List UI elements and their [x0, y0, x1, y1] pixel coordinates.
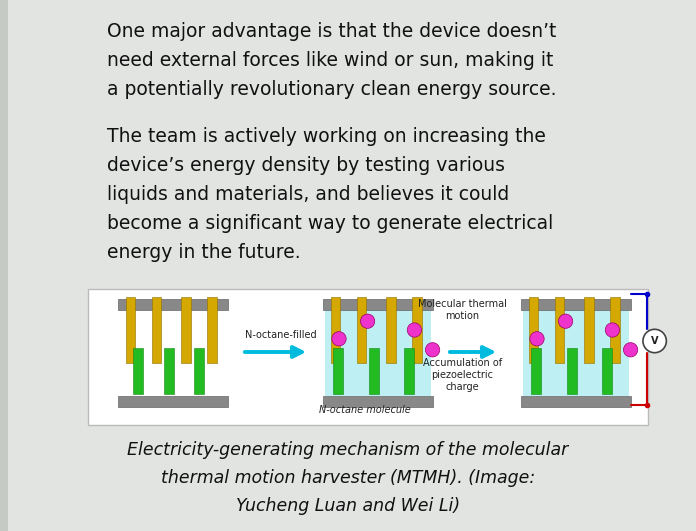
FancyBboxPatch shape [118, 299, 228, 310]
Text: Molecular thermal
motion: Molecular thermal motion [418, 299, 507, 321]
Circle shape [332, 332, 346, 346]
FancyBboxPatch shape [585, 297, 594, 363]
Text: One major advantage is that the device doesn’t: One major advantage is that the device d… [107, 22, 556, 41]
FancyBboxPatch shape [125, 297, 134, 363]
Text: energy in the future.: energy in the future. [107, 243, 301, 262]
Circle shape [558, 314, 573, 328]
FancyBboxPatch shape [413, 297, 422, 363]
Text: become a significant way to generate electrical: become a significant way to generate ele… [107, 214, 553, 233]
FancyBboxPatch shape [164, 348, 174, 394]
Text: V: V [651, 336, 658, 346]
FancyBboxPatch shape [610, 297, 619, 363]
FancyBboxPatch shape [356, 297, 365, 363]
FancyBboxPatch shape [133, 348, 143, 394]
FancyBboxPatch shape [88, 289, 648, 425]
Text: device’s energy density by testing various: device’s energy density by testing vario… [107, 156, 505, 175]
FancyBboxPatch shape [528, 297, 537, 363]
FancyBboxPatch shape [152, 297, 161, 363]
FancyBboxPatch shape [194, 348, 204, 394]
Text: a potentially revolutionary clean energy source.: a potentially revolutionary clean energy… [107, 80, 557, 99]
FancyBboxPatch shape [404, 348, 414, 394]
FancyBboxPatch shape [521, 299, 631, 310]
Text: The team is actively working on increasing the: The team is actively working on increasi… [107, 127, 546, 146]
Text: N-octane-filled: N-octane-filled [244, 330, 316, 340]
FancyBboxPatch shape [323, 299, 433, 310]
Text: Yucheng Luan and Wei Li): Yucheng Luan and Wei Li) [236, 497, 460, 515]
Circle shape [425, 342, 440, 357]
Text: Accumulation of
piezoelectric
charge: Accumulation of piezoelectric charge [423, 357, 502, 392]
Circle shape [361, 314, 374, 328]
FancyBboxPatch shape [369, 348, 379, 394]
Text: liquids and materials, and believes it could: liquids and materials, and believes it c… [107, 185, 509, 204]
FancyBboxPatch shape [0, 0, 8, 531]
FancyBboxPatch shape [521, 396, 631, 407]
FancyBboxPatch shape [207, 297, 216, 363]
FancyBboxPatch shape [386, 297, 395, 363]
FancyBboxPatch shape [602, 348, 612, 394]
FancyBboxPatch shape [182, 297, 191, 363]
FancyBboxPatch shape [323, 396, 433, 407]
FancyBboxPatch shape [531, 348, 541, 394]
FancyBboxPatch shape [555, 297, 564, 363]
FancyBboxPatch shape [118, 396, 228, 407]
Circle shape [407, 323, 422, 337]
Text: Electricity-generating mechanism of the molecular: Electricity-generating mechanism of the … [127, 441, 569, 459]
Text: thermal motion harvester (MTMH). (Image:: thermal motion harvester (MTMH). (Image: [161, 469, 535, 487]
FancyBboxPatch shape [333, 348, 342, 394]
FancyBboxPatch shape [331, 297, 340, 363]
Text: N-octane molecule: N-octane molecule [319, 405, 411, 415]
FancyBboxPatch shape [325, 310, 432, 396]
Circle shape [606, 323, 619, 337]
Circle shape [643, 329, 666, 353]
Text: need external forces like wind or sun, making it: need external forces like wind or sun, m… [107, 51, 553, 70]
Circle shape [624, 342, 638, 357]
FancyBboxPatch shape [523, 310, 629, 396]
Circle shape [530, 332, 544, 346]
FancyBboxPatch shape [567, 348, 577, 394]
